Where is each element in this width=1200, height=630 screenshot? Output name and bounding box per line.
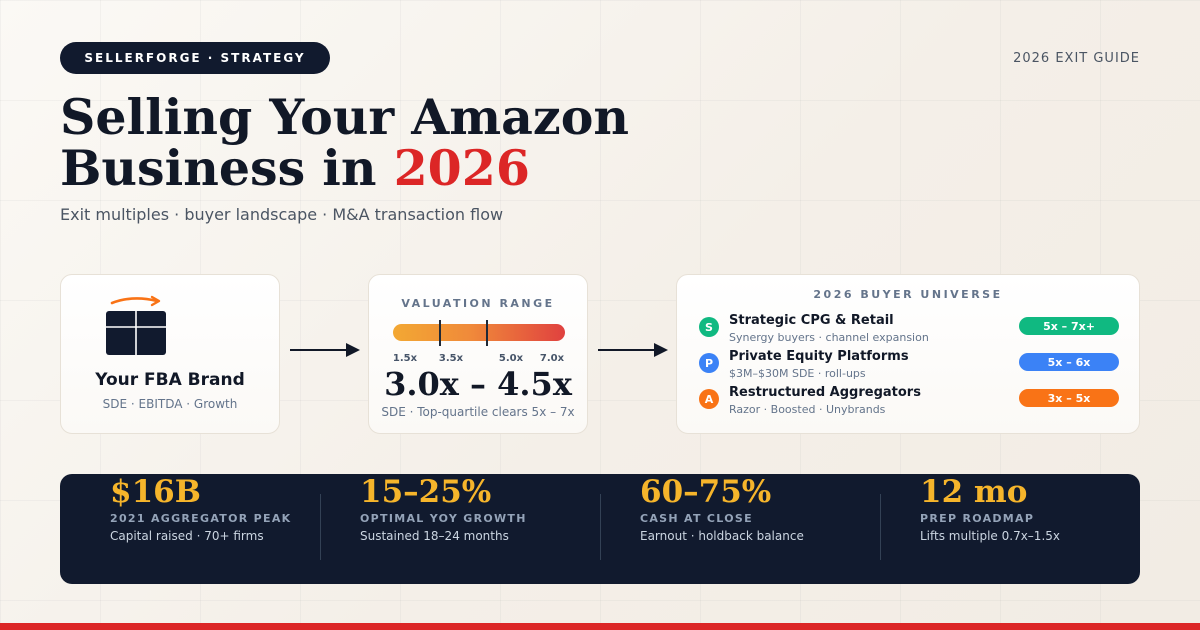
- stat-description: Capital raised · 70+ firms: [110, 529, 264, 543]
- buyer-description: Razor · Boosted · Unybrands: [729, 403, 886, 416]
- buyer-description: Synergy buyers · channel expansion: [729, 331, 929, 344]
- stat-label: CASH AT CLOSE: [640, 512, 753, 525]
- brand-card: Your FBA Brand SDE · EBITDA · Growth: [60, 274, 280, 434]
- buyer-name: Restructured Aggregators: [729, 385, 921, 400]
- brand-badge: SELLERFORGE · STRATEGY: [60, 42, 330, 74]
- stat-value: 12 mo: [920, 474, 1028, 510]
- buyer-row-strategic: S Strategic CPG & Retail Synergy buyers …: [697, 313, 1119, 347]
- bottom-accent-stripe: [0, 623, 1200, 630]
- stat-value: $16B: [110, 474, 201, 510]
- page-subtitle: Exit multiples · buyer landscape · M&A t…: [60, 205, 504, 224]
- buyer-name: Strategic CPG & Retail: [729, 313, 894, 328]
- stat-divider: [320, 494, 321, 560]
- box-with-smile-arrow-icon: [106, 295, 166, 355]
- stats-band: $16B 2021 AGGREGATOR PEAK Capital raised…: [60, 474, 1140, 584]
- buyer-name: Private Equity Platforms: [729, 349, 909, 364]
- stat-label: 2021 AGGREGATOR PEAK: [110, 512, 292, 525]
- buyer-multiple-pill: 5x – 7x+: [1019, 317, 1119, 335]
- buyer-description: $3M–$30M SDE · roll-ups: [729, 367, 866, 380]
- buyer-row-private-equity: P Private Equity Platforms $3M–$30M SDE …: [697, 349, 1119, 383]
- stat-divider: [600, 494, 601, 560]
- valuation-title: VALUATION RANGE: [401, 297, 555, 310]
- valuation-card: VALUATION RANGE 1.5x 3.5x 5.0x 7.0x 3.0x…: [368, 274, 588, 434]
- buyer-universe-card: 2026 BUYER UNIVERSE S Strategic CPG & Re…: [676, 274, 1140, 434]
- stat-description: Earnout · holdback balance: [640, 529, 804, 543]
- buyer-initial-badge: A: [699, 389, 719, 409]
- stat-description: Sustained 18–24 months: [360, 529, 509, 543]
- valuation-range-value: 3.0x – 4.5x: [384, 365, 572, 403]
- title-line-1: Selling Your Amazon: [60, 88, 630, 146]
- valuation-gradient-bar: [393, 324, 565, 341]
- tick-label: 5.0x: [498, 353, 524, 364]
- stat-description: Lifts multiple 0.7x–1.5x: [920, 529, 1060, 543]
- valuation-note: SDE · Top-quartile clears 5x – 7x: [381, 405, 575, 419]
- buyer-multiple-pill: 5x – 6x: [1019, 353, 1119, 371]
- stat-value: 15–25%: [360, 474, 492, 510]
- brand-name: Your FBA Brand: [95, 370, 245, 390]
- stat-label: PREP ROADMAP: [920, 512, 1035, 525]
- tick-label: 7.0x: [539, 353, 565, 364]
- stat-label: OPTIMAL YOY GROWTH: [360, 512, 527, 525]
- brand-metrics: SDE · EBITDA · Growth: [102, 397, 238, 411]
- arrow-right-icon: [290, 343, 360, 357]
- title-year: 2026: [393, 139, 530, 197]
- title-line-2: Business in 2026: [60, 143, 629, 194]
- page-title: Selling Your Amazon Business in 2026: [60, 92, 629, 194]
- buyer-row-aggregators: A Restructured Aggregators Razor · Boost…: [697, 385, 1119, 419]
- tick-label: 3.5x: [438, 353, 464, 364]
- stat-value: 60–75%: [640, 474, 772, 510]
- title-line-2-prefix: Business in: [60, 139, 394, 197]
- tick-label: 1.5x: [392, 353, 418, 364]
- range-high-marker: [485, 320, 488, 346]
- buyer-multiple-pill: 3x – 5x: [1019, 389, 1119, 407]
- buyer-initial-badge: P: [699, 353, 719, 373]
- arrow-right-icon: [598, 343, 668, 357]
- stat-divider: [880, 494, 881, 560]
- range-low-marker: [438, 320, 441, 346]
- guide-label: 2026 EXIT GUIDE: [1013, 51, 1140, 66]
- buyer-initial-badge: S: [699, 317, 719, 337]
- buyer-universe-title: 2026 BUYER UNIVERSE: [813, 288, 1003, 301]
